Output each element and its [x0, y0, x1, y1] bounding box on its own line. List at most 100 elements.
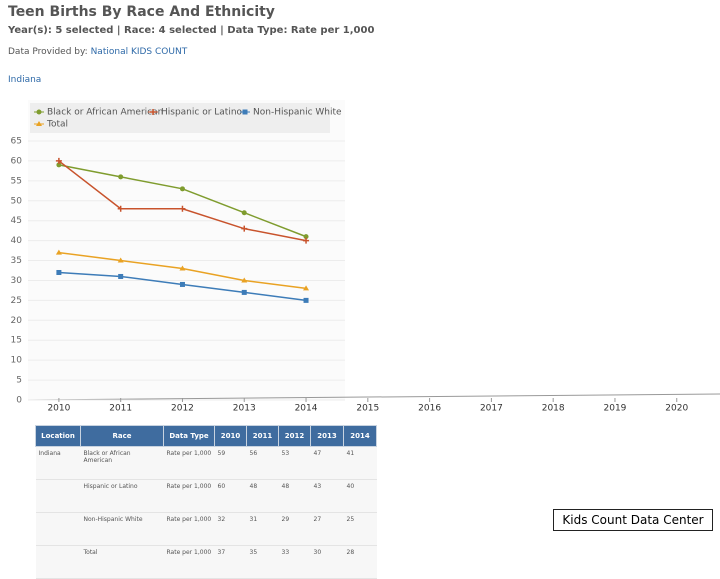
y-tick-label: 20 — [11, 316, 23, 326]
marker — [118, 174, 124, 180]
table-cell — [35, 545, 81, 579]
y-tick-label: 35 — [11, 256, 22, 266]
marker — [55, 249, 62, 255]
column-header: 2013 — [310, 425, 344, 447]
y-tick-label: 25 — [11, 296, 22, 306]
x-tick-label: 2017 — [480, 404, 503, 414]
y-tick-label: 5 — [16, 376, 22, 386]
marker — [241, 210, 247, 216]
y-tick-label: 15 — [11, 336, 22, 346]
table-cell — [35, 479, 81, 513]
marker — [179, 186, 185, 192]
legend-label: Hispanic or Latino — [161, 108, 243, 118]
table-cell: Rate per 1,000 — [163, 479, 215, 513]
column-header: Data Type — [163, 425, 215, 447]
marker — [56, 162, 62, 168]
x-tick-label: 2010 — [47, 404, 70, 414]
y-tick-label: 0 — [16, 396, 22, 406]
table-cell: 53 — [278, 446, 311, 480]
table-cell: 47 — [310, 446, 344, 480]
table-cell: 48 — [278, 479, 311, 513]
marker — [303, 234, 309, 240]
marker — [179, 281, 185, 287]
column-header: Location — [35, 425, 81, 447]
table-row: Hispanic or Latino Rate per 1,000 60 48 48 43… — [35, 479, 377, 513]
table-cell: 25 — [343, 512, 377, 546]
table-cell: Rate per 1,000 — [163, 545, 215, 579]
location-link[interactable]: Indiana — [8, 75, 42, 85]
marker — [179, 205, 186, 212]
y-tick-label: 65 — [11, 137, 22, 147]
legend-label: Total — [46, 120, 68, 130]
x-tick-label: 2019 — [604, 404, 627, 414]
table-cell: 27 — [310, 512, 344, 546]
marker — [117, 205, 124, 212]
table-cell: 48 — [246, 479, 279, 513]
y-tick-label: 60 — [11, 156, 23, 166]
y-tick-label: 30 — [11, 276, 23, 286]
x-tick-label: 2020 — [665, 404, 688, 414]
legend-label: Non-Hispanic White — [253, 108, 342, 118]
table-cell: 28 — [343, 545, 377, 579]
table-cell: Total — [80, 545, 164, 579]
marker — [303, 237, 310, 244]
table-cell: 59 — [214, 446, 247, 480]
table-row: Indiana Black or African American Rate per… — [35, 446, 377, 480]
table-cell: 60 — [214, 479, 247, 513]
provider-link[interactable]: National KIDS COUNT — [90, 47, 188, 57]
table-row: Non-Hispanic White Rate per 1,000 32 31 29 27… — [35, 512, 377, 546]
plot-background — [28, 100, 345, 400]
table-cell: Rate per 1,000 — [163, 512, 215, 546]
table-cell: 32 — [214, 512, 247, 546]
y-tick-label: 45 — [11, 216, 22, 226]
table-cell: 35 — [246, 545, 279, 579]
table-cell: Black or African American — [80, 446, 164, 480]
marker — [118, 273, 124, 279]
marker — [117, 257, 124, 263]
column-header: 2012 — [278, 425, 311, 447]
column-header: 2011 — [246, 425, 279, 447]
x-tick-label: 2014 — [295, 404, 318, 414]
y-tick-label: 10 — [11, 356, 23, 366]
table-cell — [35, 512, 81, 546]
marker — [56, 269, 62, 275]
table-cell: Rate per 1,000 — [163, 446, 215, 480]
provider-label: Data Provided by: — [8, 47, 88, 57]
table-cell: 30 — [310, 545, 344, 579]
table-cell: 41 — [343, 446, 377, 480]
chart: 0 5 10 15 20 25 30 35 40 45 50 55 60 65 2010 2011 2012 20… — [10, 100, 720, 414]
marker — [303, 297, 309, 303]
table-cell: 43 — [310, 479, 344, 513]
y-tick-label: 40 — [11, 236, 23, 246]
legend-label: Black or African American — [47, 108, 163, 118]
page: Teen Births By Race And Ethnicity Year(s… — [8, 4, 720, 579]
table-cell: 31 — [246, 512, 279, 546]
marker — [241, 289, 247, 295]
page-title: Teen Births By Race And Ethnicity — [8, 4, 275, 20]
table-cell: 56 — [246, 446, 279, 480]
subtitle: Year(s): 5 selected | Race: 4 selected |… — [8, 25, 375, 36]
x-tick-label: 2018 — [542, 404, 565, 414]
column-header: Race — [80, 425, 164, 447]
table-cell: Non-Hispanic White — [80, 512, 164, 546]
column-header: 2014 — [343, 425, 377, 447]
x-tick-label: 2016 — [418, 404, 441, 414]
legend — [30, 103, 330, 133]
footer: Kids Count Data Center — [553, 509, 713, 531]
column-header: 2010 — [214, 425, 247, 447]
marker — [179, 265, 186, 271]
marker — [241, 277, 248, 283]
y-tick-label: 55 — [11, 176, 22, 186]
marker — [303, 285, 310, 291]
table-cell: Indiana — [35, 446, 81, 480]
table-cell: 33 — [278, 545, 311, 579]
x-tick-label: 2012 — [171, 404, 194, 414]
provider-line: Data Provided by: National KIDS COUNT — [8, 47, 187, 57]
table-cell: 29 — [278, 512, 311, 546]
y-tick-label: 50 — [11, 196, 23, 206]
marker — [241, 225, 248, 232]
table-cell: 37 — [214, 545, 247, 579]
x-axis — [27, 393, 720, 401]
x-tick-label: 2015 — [356, 404, 379, 414]
x-tick-label: 2013 — [233, 404, 256, 414]
